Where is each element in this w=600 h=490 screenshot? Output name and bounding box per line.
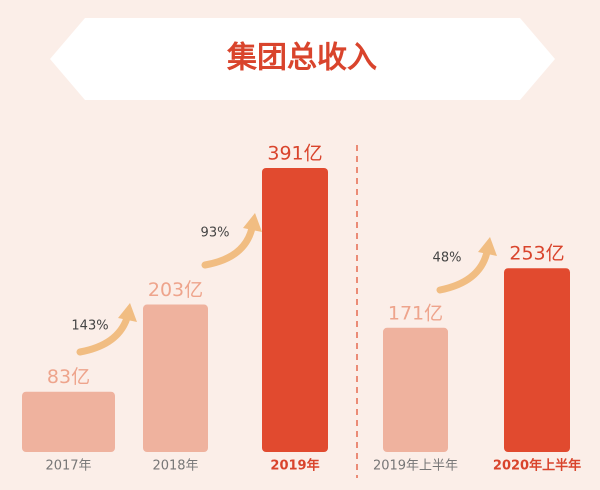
x-tick-label: 2020年上半年 bbox=[493, 458, 581, 474]
arrow bbox=[201, 224, 256, 269]
arrow-head bbox=[243, 213, 262, 232]
arrow-head bbox=[478, 237, 497, 256]
bar bbox=[22, 391, 115, 452]
arrow bbox=[436, 248, 491, 294]
title-banner bbox=[50, 18, 555, 100]
x-tick-label: 2019年 bbox=[270, 458, 319, 474]
growth-label: 48% bbox=[433, 251, 462, 266]
arrow bbox=[76, 314, 131, 356]
x-tick-label: 2018年 bbox=[152, 459, 198, 474]
arrow-heads bbox=[118, 213, 497, 322]
value-label: 253亿 bbox=[509, 243, 564, 265]
growth-label: 143% bbox=[71, 319, 108, 334]
value-label: 203亿 bbox=[148, 279, 203, 301]
bar bbox=[383, 327, 448, 452]
growth-label: 93% bbox=[201, 226, 230, 241]
bar bbox=[504, 268, 570, 452]
chart-title: 集团总收入 bbox=[226, 41, 377, 76]
arrow-head bbox=[118, 303, 137, 322]
bar bbox=[262, 168, 328, 452]
x-tick-label: 2017年 bbox=[45, 459, 91, 474]
value-label: 83亿 bbox=[47, 366, 90, 388]
growth-arrows bbox=[76, 224, 491, 356]
value-label: 171亿 bbox=[388, 302, 443, 324]
value-label: 391亿 bbox=[267, 143, 322, 165]
bar bbox=[143, 304, 208, 452]
x-tick-label: 2019年上半年 bbox=[373, 459, 458, 474]
